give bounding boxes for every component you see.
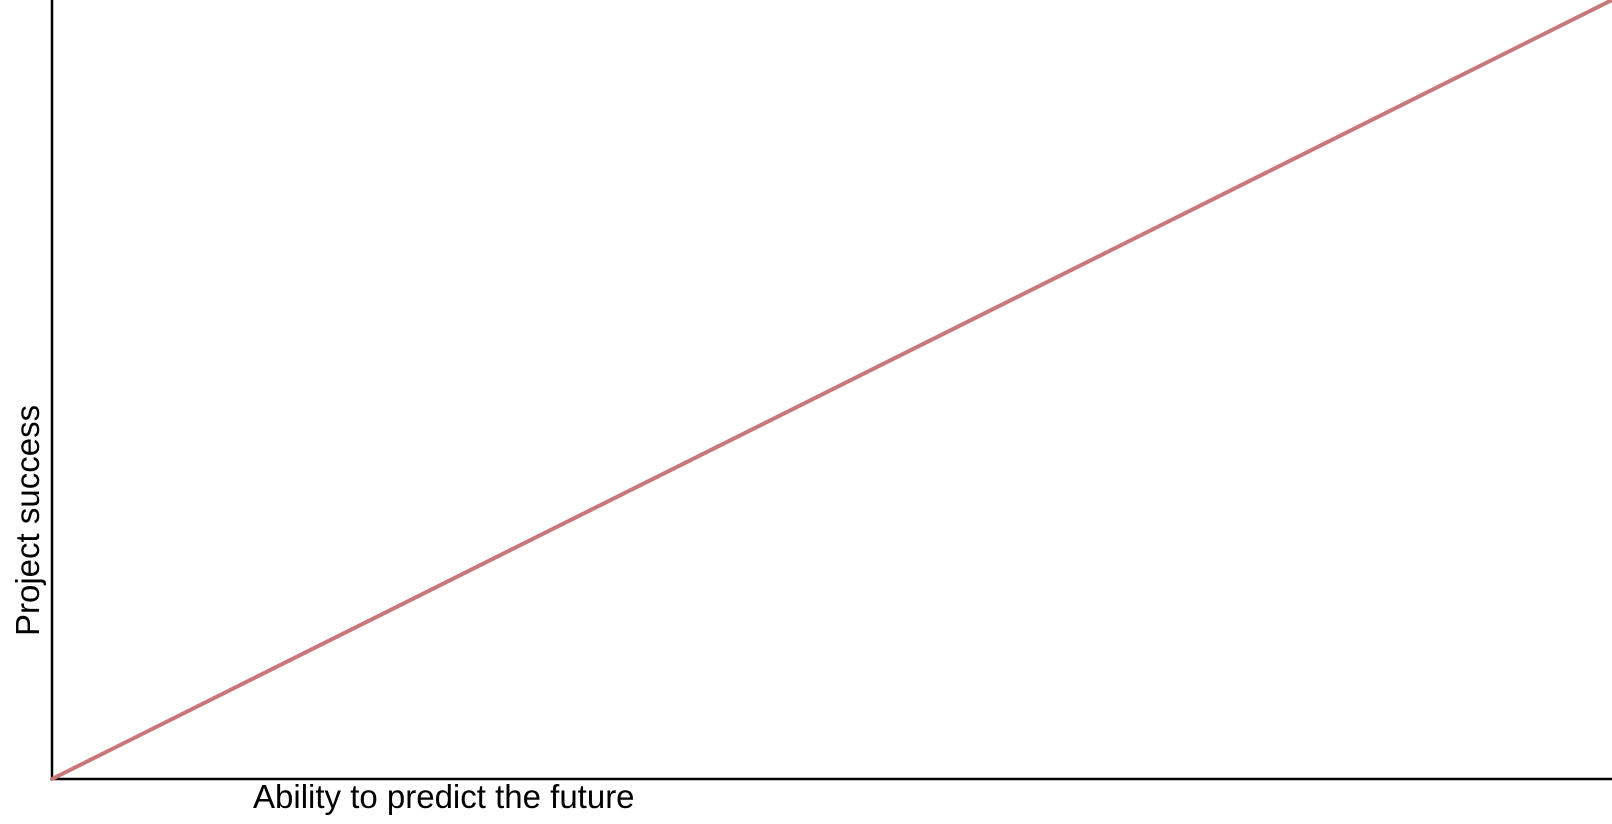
x-axis-label: Ability to predict the future [253,778,635,815]
y-axis-label: Project success [9,405,46,636]
series-line-0 [50,0,1612,781]
series-layer [50,0,1612,781]
plot-area [50,0,1612,781]
